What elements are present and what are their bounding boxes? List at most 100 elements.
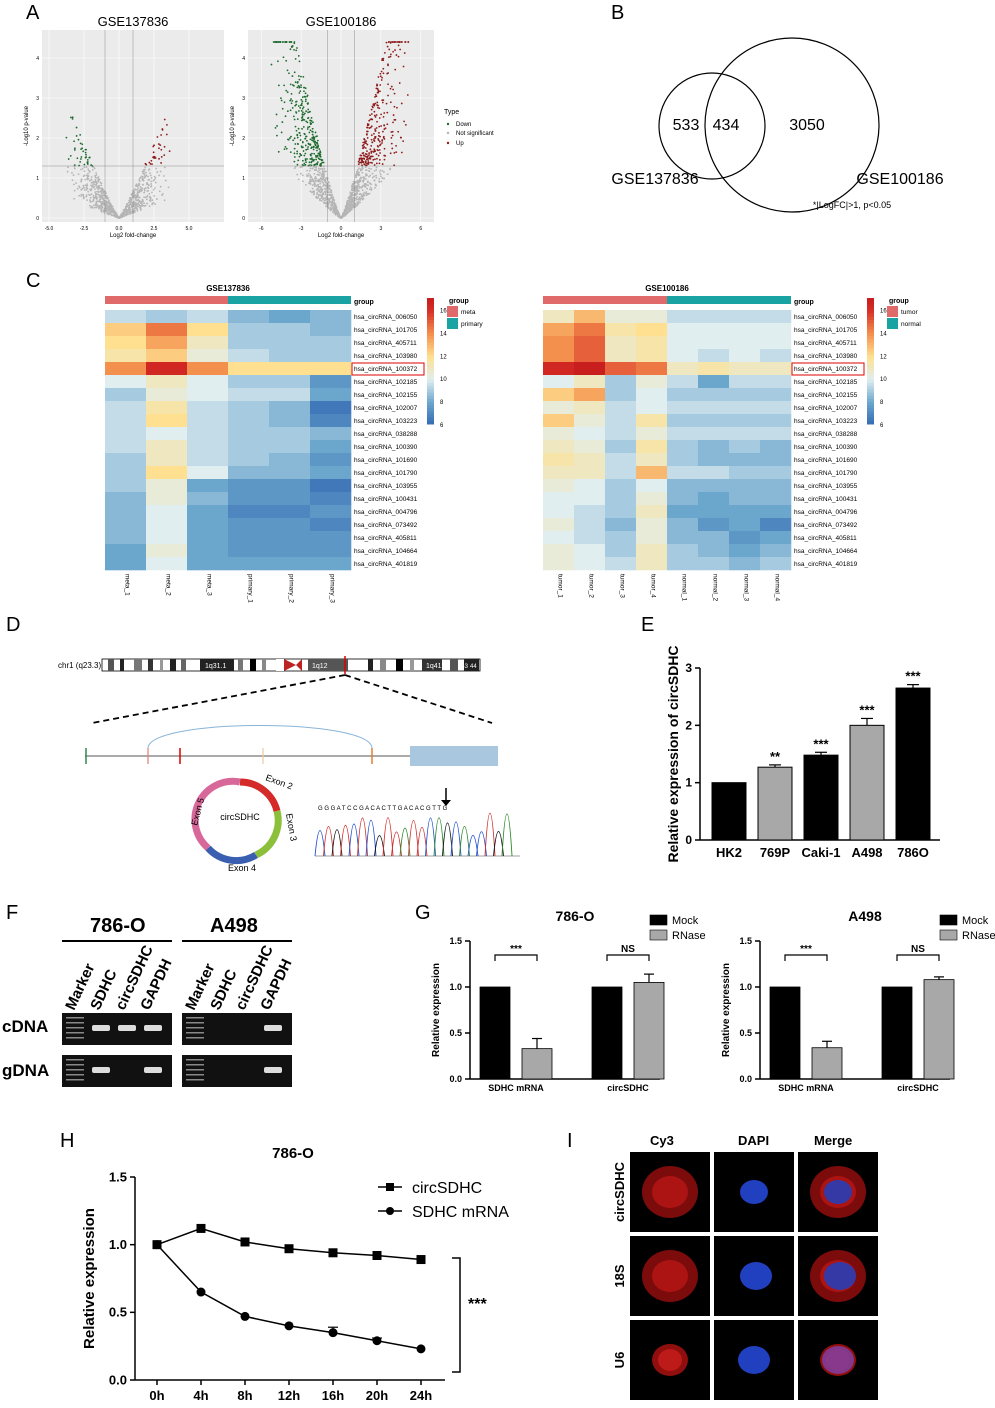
y-tick-label: 0.5	[449, 1028, 462, 1038]
heatmap-cell	[636, 492, 668, 506]
y-tick-label: 0.5	[109, 1305, 127, 1320]
panel-letter-d: D	[6, 614, 21, 636]
x-category-label: circSDHC	[897, 1083, 939, 1093]
heatmap-cell	[574, 401, 606, 415]
heatmap-cell	[269, 544, 311, 558]
heatmap-cell	[310, 440, 352, 454]
heatmap-cell	[228, 531, 270, 545]
heatmap-cell	[269, 466, 311, 480]
venn-diagram: 533 434 3050 GSE137836 GSE100186 *|LogFC…	[611, 37, 944, 213]
bar	[849, 724, 885, 841]
heatmap-cell	[605, 349, 637, 363]
heatmap-cell	[310, 453, 352, 467]
gel-band	[264, 1067, 282, 1073]
heatmap-cell	[667, 414, 699, 428]
significance-label: ***	[905, 669, 921, 684]
heatmap-cell	[636, 336, 668, 350]
heatmap-cell	[667, 453, 699, 467]
heatmap-cell	[228, 518, 270, 532]
fish-col-cy3: Cy3	[650, 1133, 674, 1148]
legend-swatch	[939, 929, 958, 941]
heatmap-cell	[543, 557, 575, 571]
x-tick-label: 20h	[366, 1388, 388, 1403]
x-tick-label: 16h	[322, 1388, 344, 1403]
heatmap-cell	[187, 310, 229, 324]
heatmap-cell	[228, 466, 270, 480]
heatmap-cell	[187, 440, 229, 454]
heatmap-cell	[698, 440, 730, 454]
heatmap-cell	[187, 531, 229, 545]
heatmap-row-label: hsa_circRNA_006050	[354, 314, 418, 321]
group-bar-1	[105, 296, 228, 304]
heatmap-cell	[605, 427, 637, 441]
bar	[811, 1047, 843, 1080]
scale-tick: 6	[440, 423, 444, 429]
panel-letter-c: C	[26, 270, 41, 292]
heatmap-row-label: hsa_circRNA_100431	[354, 496, 418, 503]
heatmap-cell	[146, 557, 188, 571]
heatmap-cell	[636, 388, 668, 402]
gel-band	[144, 1067, 162, 1073]
legend-group-2: normal	[901, 321, 921, 328]
heatmap-cell	[146, 453, 188, 467]
gel-band	[92, 1025, 110, 1031]
heatmap-cell	[228, 492, 270, 506]
heatmap-cell	[228, 336, 270, 350]
group-bar-2	[228, 296, 351, 304]
heatmap-cell	[698, 323, 730, 337]
volcano-ytick: 1	[242, 176, 245, 182]
bar	[881, 986, 913, 1080]
heatmap-cell	[667, 531, 699, 545]
gel-band	[264, 1025, 282, 1031]
volcano-ytick: 3	[242, 96, 245, 102]
x-tick-label: 0h	[149, 1388, 164, 1403]
heatmap-cell	[760, 505, 792, 519]
heatmap-cell	[310, 427, 352, 441]
heatmap-row-label: hsa_circRNA_100390	[794, 444, 858, 451]
volcano-xtick: -5.0	[45, 226, 54, 232]
heatmap-cell	[310, 518, 352, 532]
heatmap-cell	[146, 323, 188, 337]
heatmap-cell	[698, 375, 730, 389]
legend-down-marker	[446, 122, 450, 126]
scale-tick: 16	[440, 308, 447, 314]
heatmap-cell	[574, 336, 606, 350]
data-point	[328, 1328, 338, 1338]
heatmap-cell	[760, 401, 792, 415]
fish-row-label: 18S	[612, 1264, 627, 1287]
venn-note: *|LogFC|>1, p<0.05	[813, 200, 891, 210]
legend-group-label: group	[449, 298, 469, 305]
heatmap-cell	[698, 492, 730, 506]
heatmap-cell	[543, 336, 575, 350]
data-point	[284, 1244, 294, 1254]
scale-tick: 6	[880, 423, 884, 429]
venn-label-gse137836: GSE137836	[611, 171, 698, 188]
row-label-cdna: cDNA	[2, 1017, 49, 1036]
heatmap-cell	[269, 427, 311, 441]
heatmap-cell	[698, 531, 730, 545]
line-chart-stability: 786-O 0.0 0.5 1.0 1.5 Relative expression 0h 4h…	[81, 1145, 509, 1403]
heatmap-row-label: hsa_circRNA_100390	[354, 444, 418, 451]
heatmap-cell	[760, 375, 792, 389]
heatmap-cell	[146, 518, 188, 532]
volcano-ytick: 4	[36, 56, 39, 62]
x-category-label: Caki-1	[801, 845, 840, 860]
series-line	[156, 1244, 422, 1350]
heatmap-cell	[636, 323, 668, 337]
heatmap-col-label: tumor_2	[588, 574, 595, 598]
heatmap-cell	[228, 544, 270, 558]
heatmap-cell	[605, 518, 637, 532]
heatmap-cell	[667, 427, 699, 441]
volcano-xtick: -2.5	[80, 226, 89, 232]
heatmap-cell	[574, 544, 606, 558]
heatmap-cell	[760, 349, 792, 363]
heatmap-cell	[574, 323, 606, 337]
heatmap-cell	[760, 388, 792, 402]
scale-tick: 12	[440, 354, 447, 360]
heatmap-cell	[760, 362, 792, 376]
significance-label: ***	[510, 944, 522, 955]
heatmap-cell	[667, 362, 699, 376]
heatmap-cell	[729, 375, 761, 389]
exon2-label: Exon 2	[264, 772, 294, 791]
venn-circle-gse100186	[704, 37, 880, 213]
